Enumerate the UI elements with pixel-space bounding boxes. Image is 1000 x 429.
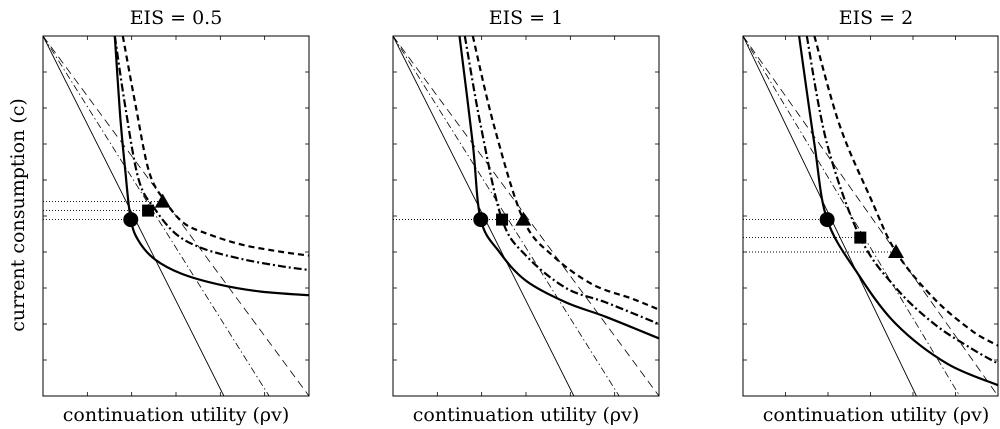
y-axis-label: current consumption (c) [7, 98, 29, 332]
budget-line-3 [393, 36, 659, 396]
indifference-curve-1 [798, 36, 998, 387]
panel-title: EIS = 1 [489, 7, 563, 29]
panel-1: EIS = 0.5 continuation utility (ρv) [42, 7, 310, 426]
marker-circle [123, 212, 139, 228]
budget-line-3 [743, 36, 998, 396]
marker-triangle [888, 244, 904, 258]
panel-title: EIS = 2 [839, 7, 913, 29]
indifference-curve-2 [113, 36, 309, 272]
indifference-curve-2 [805, 36, 998, 365]
plot-area [743, 36, 998, 396]
budget-line-2 [393, 36, 620, 396]
marker-circle [473, 212, 489, 228]
panel-3: EIS = 2 continuation utility (ρv) [742, 7, 999, 426]
budget-line-2 [743, 36, 961, 396]
marker-circle [819, 212, 835, 228]
indifference-curve-2 [463, 36, 659, 326]
marker-square [854, 231, 867, 244]
indifference-curve-3 [813, 36, 998, 347]
budget-line-2 [43, 36, 270, 396]
indifference-curve-1 [113, 36, 309, 297]
marker-triangle [515, 211, 532, 226]
marker-square [496, 213, 509, 226]
marker-triangle [154, 193, 171, 208]
indifference-curve-1 [458, 36, 659, 340]
marker-square [142, 204, 155, 217]
plot-area [393, 36, 659, 396]
panel-title: EIS = 0.5 [130, 7, 223, 29]
indifference-curve-3 [471, 36, 659, 311]
x-axis-label: continuation utility (ρv) [763, 404, 990, 426]
panel-2: EIS = 1 continuation utility (ρv) [392, 7, 660, 426]
plot-area [43, 36, 309, 396]
x-axis-label: continuation utility (ρv) [63, 404, 290, 426]
indifference-curve-3 [121, 36, 309, 257]
x-axis-label: continuation utility (ρv) [413, 404, 640, 426]
